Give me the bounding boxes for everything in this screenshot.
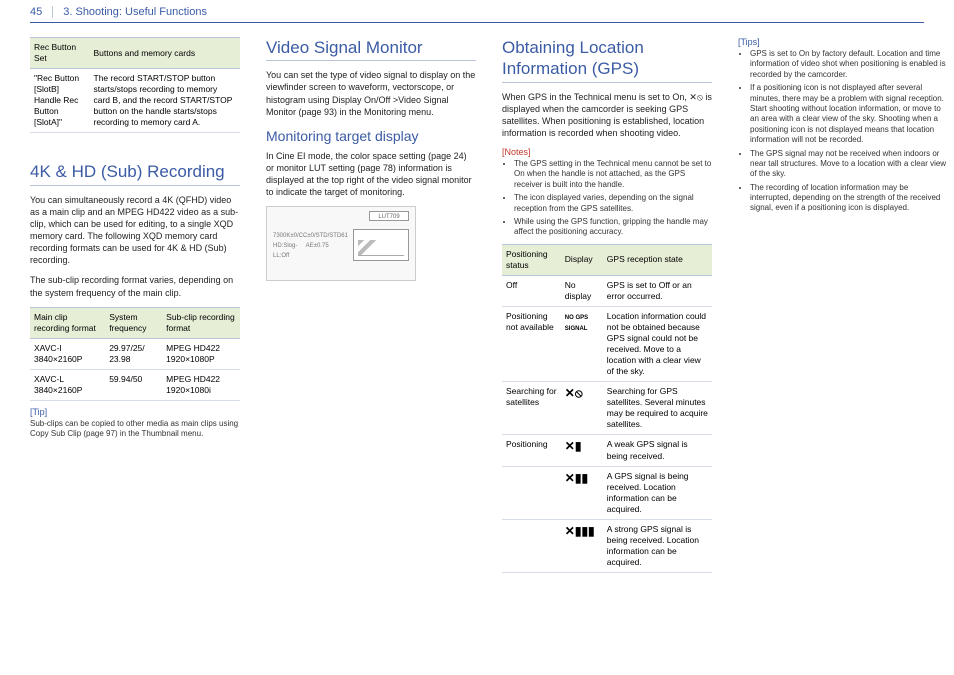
gps-strong-icon: ✕▮▮▮ xyxy=(565,524,595,540)
table-cell: ✕▮▮▮ xyxy=(561,519,603,572)
list-item: If a positioning icon is not displayed a… xyxy=(750,83,948,145)
heading-4k-hd: 4K & HD (Sub) Recording xyxy=(30,161,240,185)
table-cell: Positioning xyxy=(502,435,561,466)
column-2: Video Signal Monitor You can set the typ… xyxy=(266,37,476,573)
gps-weak-icon: ✕▮ xyxy=(565,439,582,455)
body-text: In Cine EI mode, the color space setting… xyxy=(266,150,476,199)
gps-status-table: Positioning status Display GPS reception… xyxy=(502,244,712,573)
table-cell: "Rec Button [SlotB] Handle Rec Button [S… xyxy=(30,69,90,133)
section-path: 3. Shooting: Useful Functions xyxy=(63,6,207,18)
lut-label: LUT709 xyxy=(369,211,409,221)
gps-medium-icon: ✕▮▮ xyxy=(565,471,588,487)
recording-format-table: Main clip recording format System freque… xyxy=(30,307,240,401)
table-cell: 59.94/50 xyxy=(105,369,162,400)
page-header: 45 3. Shooting: Useful Functions xyxy=(30,0,924,23)
table-header: GPS reception state xyxy=(603,244,712,275)
tips-list: GPS is set to On by factory default. Loc… xyxy=(738,49,948,214)
table-cell: XAVC-L 3840×2160P xyxy=(30,369,105,400)
table-cell: Searching for GPS satellites. Several mi… xyxy=(603,382,712,435)
diagram-text: HD:Slog- AE±0.75 xyxy=(273,243,329,249)
table-header: System frequency xyxy=(105,307,162,338)
table-cell: Searching for satellites xyxy=(502,382,561,435)
page-number: 45 xyxy=(30,6,53,18)
subheading-monitoring: Monitoring target display xyxy=(266,128,476,144)
table-cell: Off xyxy=(502,275,561,306)
table-cell: Location information could not be obtain… xyxy=(603,306,712,381)
table-cell: NO GPS SIGNAL xyxy=(561,306,603,381)
table-cell: ✕▮▮ xyxy=(561,466,603,519)
table-header: Rec Button Set xyxy=(30,38,90,69)
notes-list: The GPS setting in the Technical menu ca… xyxy=(502,159,712,238)
table-cell: A strong GPS signal is being received. L… xyxy=(603,519,712,572)
waveform-box xyxy=(353,229,409,261)
table-cell: A weak GPS signal is being received. xyxy=(603,435,712,466)
list-item: The recording of location information ma… xyxy=(750,183,948,214)
table-cell xyxy=(502,466,561,519)
table-cell: The record START/STOP button starts/stop… xyxy=(90,69,241,133)
gps-nosignal-icon: NO GPS SIGNAL xyxy=(565,315,588,332)
body-text: When GPS in the Technical menu is set to… xyxy=(502,91,712,140)
table-header: Buttons and memory cards xyxy=(90,38,241,69)
heading-gps: Obtaining Location Information (GPS) xyxy=(502,37,712,83)
list-item: The icon displayed varies, depending on … xyxy=(514,193,712,214)
list-item: The GPS signal may not be received when … xyxy=(750,149,948,180)
body-text: You can simultaneously record a 4K (QFHD… xyxy=(30,194,240,267)
content-columns: Rec Button Set Buttons and memory cards … xyxy=(0,37,954,573)
column-3: Obtaining Location Information (GPS) Whe… xyxy=(502,37,712,573)
table-cell: XAVC-I 3840×2160P xyxy=(30,338,105,369)
table-cell: MPEG HD422 1920×1080i xyxy=(162,369,240,400)
table-cell: ✕▮ xyxy=(561,435,603,466)
diagram-text: 7300K±0/CC±0/STD/STD61 xyxy=(273,233,348,239)
table-header: Display xyxy=(561,244,603,275)
list-item: While using the GPS function, gripping t… xyxy=(514,217,712,238)
table-cell: Positioning not available xyxy=(502,306,561,381)
table-cell: GPS is set to Off or an error occurred. xyxy=(603,275,712,306)
tips-label: [Tips] xyxy=(738,37,948,47)
table-cell xyxy=(502,519,561,572)
diagram-text: LL:Off xyxy=(273,253,289,259)
column-4: [Tips] GPS is set to On by factory defau… xyxy=(738,37,948,573)
tip-text: Sub-clips can be copied to other media a… xyxy=(30,419,240,440)
list-item: The GPS setting in the Technical menu ca… xyxy=(514,159,712,190)
table-cell: 29.97/25/ 23.98 xyxy=(105,338,162,369)
gps-searching-icon: ✕⦸ xyxy=(565,386,583,402)
column-1: Rec Button Set Buttons and memory cards … xyxy=(30,37,240,573)
tip-label: [Tip] xyxy=(30,407,240,417)
heading-video-signal: Video Signal Monitor xyxy=(266,37,476,61)
list-item: GPS is set to On by factory default. Loc… xyxy=(750,49,948,80)
monitor-diagram: LUT709 7300K±0/CC±0/STD/STD61 HD:Slog- A… xyxy=(266,206,416,281)
table-cell: ✕⦸ xyxy=(561,382,603,435)
table-cell: No display xyxy=(561,275,603,306)
table-header: Positioning status xyxy=(502,244,561,275)
table-header: Main clip recording format xyxy=(30,307,105,338)
body-text: The sub-clip recording format varies, de… xyxy=(30,274,240,298)
notes-label: [Notes] xyxy=(502,147,712,157)
table-cell: A GPS signal is being received. Location… xyxy=(603,466,712,519)
table-cell: MPEG HD422 1920×1080P xyxy=(162,338,240,369)
table-header: Sub-clip recording format xyxy=(162,307,240,338)
rec-button-table: Rec Button Set Buttons and memory cards … xyxy=(30,37,240,133)
body-text: You can set the type of video signal to … xyxy=(266,69,476,118)
